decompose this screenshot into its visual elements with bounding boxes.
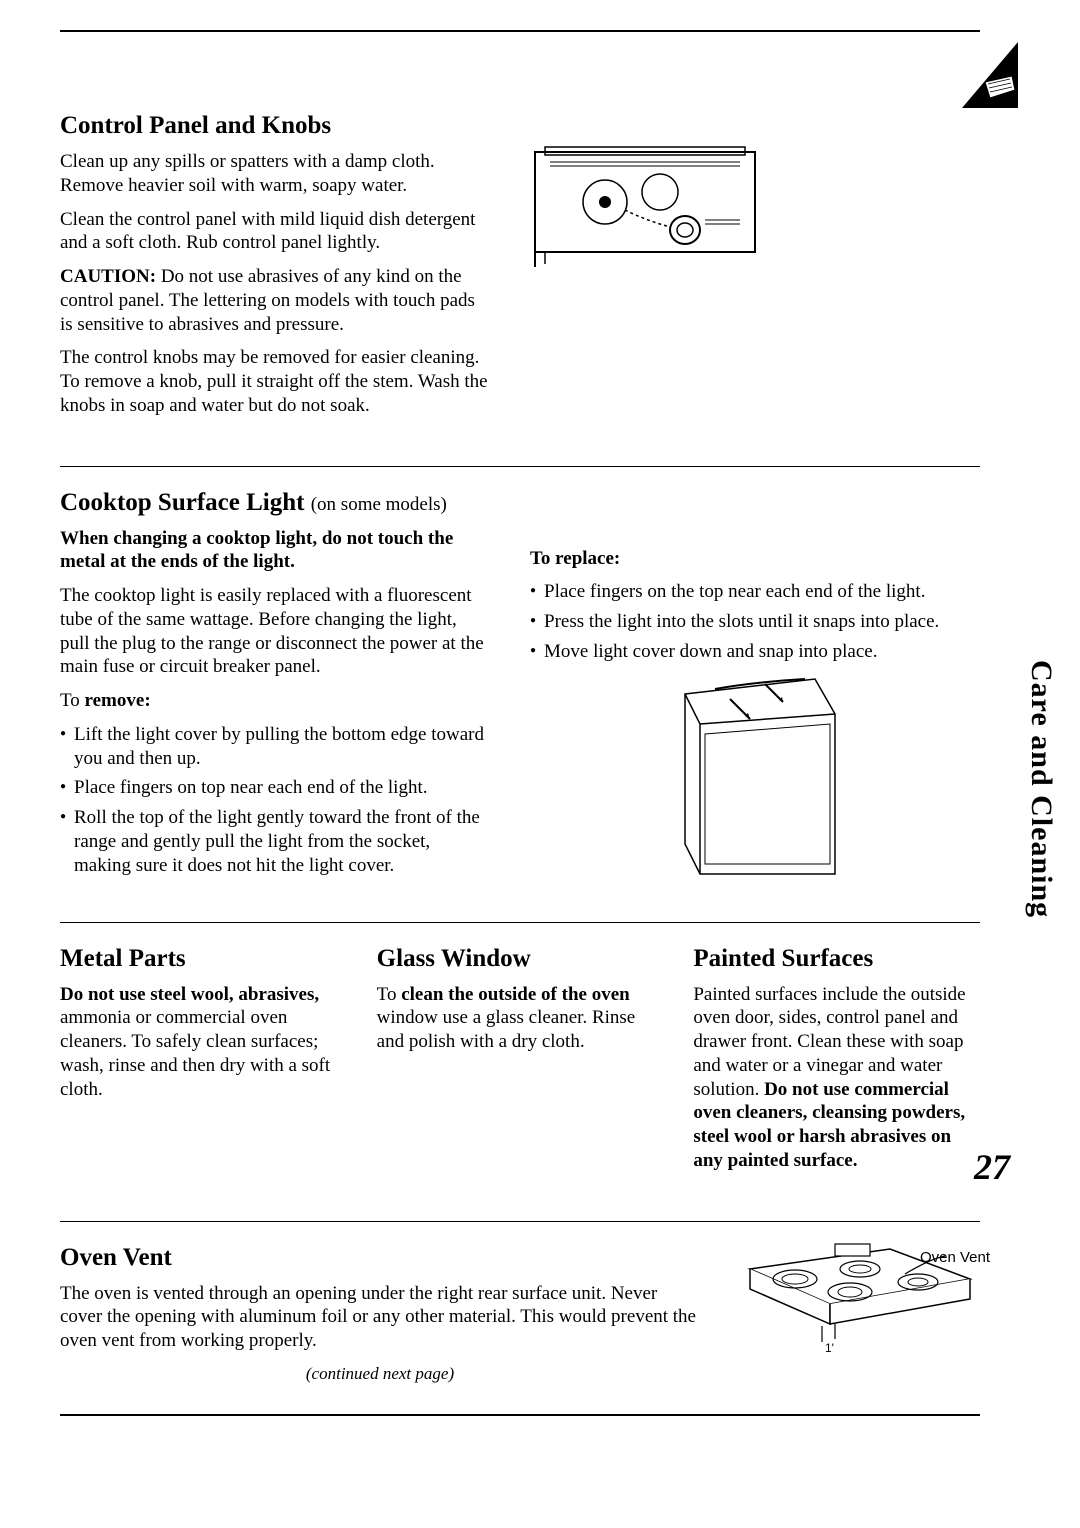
section-control-panel: Control Panel and Knobs Clean up any spi… [60, 112, 980, 448]
para-prefix: To [377, 984, 402, 1005]
para: CAUTION: Do not use abrasives of any kin… [60, 265, 490, 336]
replace-list: Place fingers on the top near each end o… [530, 580, 980, 663]
para: The oven is vented through an opening un… [60, 1282, 700, 1353]
top-rule [60, 30, 980, 32]
caution-label: CAUTION: [60, 266, 156, 287]
para: The control knobs may be removed for eas… [60, 346, 490, 417]
section-rule [60, 922, 980, 923]
remove-label: To remove: [60, 689, 490, 713]
warning-text: When changing a cooktop light, do not to… [60, 527, 490, 575]
list-item: Roll the top of the light gently toward … [60, 806, 490, 877]
para: To clean the outside of the oven window … [377, 983, 664, 1054]
para: Painted surfaces include the outside ove… [693, 983, 980, 1173]
list-item: Place fingers on top near each end of th… [60, 776, 490, 800]
section-rule [60, 1221, 980, 1222]
section-cooktop-light: Cooktop Surface Light (on some models) W… [60, 489, 980, 904]
col-glass-window: Glass Window To clean the outside of the… [377, 945, 664, 1183]
section-three-topics: Metal Parts Do not use steel wool, abras… [60, 945, 980, 1203]
control-panel-illustration [530, 132, 770, 272]
oven-vent-illustration-wrap: 1' Oven Vent [740, 1234, 990, 1359]
heading-control-panel: Control Panel and Knobs [60, 112, 490, 140]
heading-text: Cooktop Surface Light [60, 489, 304, 516]
svg-text:1': 1' [825, 1341, 834, 1354]
heading-metal-parts: Metal Parts [60, 945, 347, 973]
col-metal-parts: Metal Parts Do not use steel wool, abras… [60, 945, 347, 1183]
list-item: Move light cover down and snap into plac… [530, 640, 980, 664]
heading-painted-surfaces: Painted Surfaces [693, 945, 980, 973]
list-item: Place fingers on the top near each end o… [530, 580, 980, 604]
light-replace-illustration [655, 674, 855, 884]
label-prefix: To [60, 690, 85, 711]
section-oven-vent: Oven Vent The oven is vented through an … [60, 1244, 980, 1437]
bold-text: clean the outside of the oven [401, 984, 630, 1005]
bold-text: Do not use steel wool, abrasives, [60, 984, 319, 1005]
heading-note: (on some models) [311, 494, 447, 515]
list-item: Press the light into the slots until it … [530, 610, 980, 634]
para: Clean up any spills or spatters with a d… [60, 150, 490, 198]
heading-glass-window: Glass Window [377, 945, 664, 973]
side-tab-label: Care and Cleaning [1024, 660, 1058, 918]
page-number: 27 [974, 1146, 1010, 1188]
bottom-rule [60, 1414, 980, 1416]
para: Do not use steel wool, abrasives, ammoni… [60, 983, 347, 1102]
para-text: window use a glass cleaner. Rinse and po… [377, 1007, 636, 1052]
para: The cooktop light is easily replaced wit… [60, 584, 490, 679]
section-rule [60, 466, 980, 467]
replace-label: To replace: [530, 547, 980, 571]
list-item: Lift the light cover by pulling the bott… [60, 723, 490, 771]
continued-note: (continued next page) [60, 1363, 700, 1384]
para: Clean the control panel with mild liquid… [60, 208, 490, 256]
col-painted-surfaces: Painted Surfaces Painted surfaces includ… [693, 945, 980, 1183]
label-bold: remove: [85, 690, 151, 711]
cleaning-icon [960, 40, 1020, 110]
remove-list: Lift the light cover by pulling the bott… [60, 723, 490, 878]
heading-cooktop-light: Cooktop Surface Light (on some models) [60, 489, 980, 517]
para-text: ammonia or commercial oven cleaners. To … [60, 1007, 330, 1099]
page-content: Control Panel and Knobs Clean up any spi… [60, 30, 980, 1436]
oven-vent-label: Oven Vent [920, 1249, 990, 1266]
